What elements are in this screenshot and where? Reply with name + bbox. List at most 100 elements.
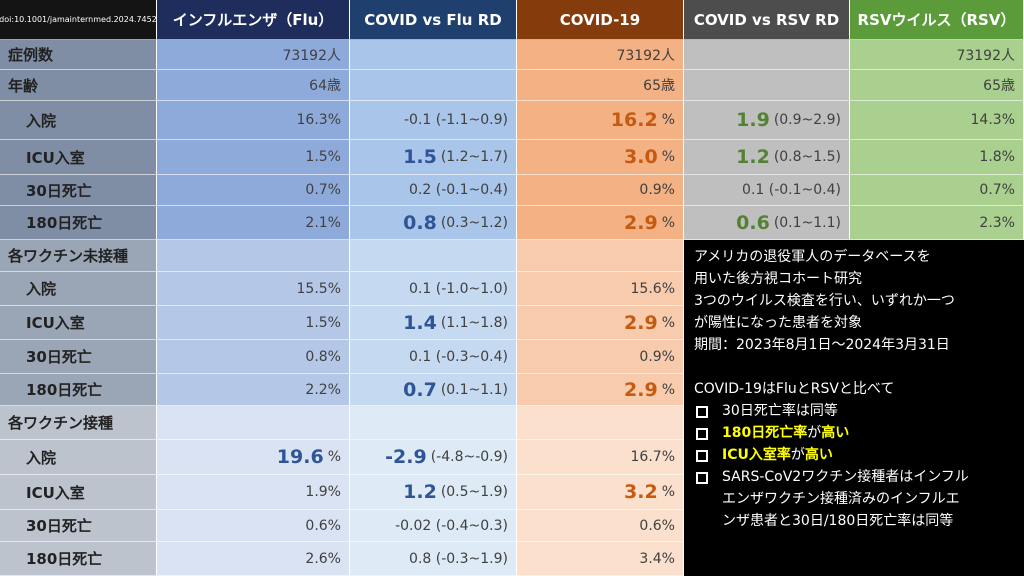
row-label-text: 入院 [26,448,57,467]
row-label-text: 30日死亡 [26,181,92,200]
cell-detail: (-4.8~-0.9) [430,449,508,465]
cell-emphasis: 2.9 [624,311,658,334]
cell: 73192人 [517,40,684,70]
row-label-text: 180日死亡 [26,214,103,232]
cell: 3.0% [517,140,684,175]
bullet-text: SARS-CoV2ワクチン接種者はインフル エンザワクチン接種済みのインフルエ ンザ… [722,466,969,532]
cell-value: 0.1 (-0.3~0.4) [409,348,508,365]
cell-value: 0.1 (-0.1~0.4) [742,182,841,198]
cell: 0.6% [517,510,684,542]
cell: 0.8 (-0.3~1.9) [350,542,517,576]
cell-emphasis: 0.8 [403,211,437,234]
cell-emphasis: 1.9 [736,109,770,131]
cell: 2.6% [157,542,350,576]
row-label: 180日死亡 [0,206,157,240]
note-bullet: ICU入室率が高い [694,444,1024,466]
note-line: 用いた後方視コホート研究 [694,268,1024,290]
cell: 15.5% [157,272,350,306]
note-text: が陽性になった患者を対象 [694,315,862,331]
bullet-part: エンザワクチン接種済みのインフルエ [722,491,960,507]
cell-emphasis: 1.2 [736,146,770,168]
cell-value: 1.9% [305,484,341,500]
note-text: 3つのウイルス検査を行い、いずれか一つ [694,293,955,309]
bullet-icon [696,450,708,462]
row-label-text: 症例数 [8,46,54,64]
cell-value: 16.3% [296,112,341,128]
row-label-text: 180日死亡 [26,550,103,568]
cell: 1.2 (0.5~1.9) [350,475,517,510]
row-label: 30日死亡 [0,340,157,374]
cell-value: 65歳 [983,78,1015,94]
note-bullet: 180日死亡率が高い [694,422,1024,444]
cell-value: 0.2 (-0.1~0.4) [409,182,508,198]
column-title: COVID-19 [559,10,641,29]
cell-detail: (0.8~1.5) [773,149,841,165]
bullet-part: ICU入室率 [722,447,791,463]
cell-emphasis: 19.6 [276,446,324,468]
cell-value: 0.6% [639,517,675,534]
cell: 16.7% [517,440,684,475]
row-label-text: ICU入室 [26,148,85,167]
bullet-icon [696,428,708,440]
cell-value: 0.8% [305,348,341,365]
row-label-text: 年齢 [8,76,39,95]
row-label-text: ICU入室 [26,483,85,502]
cell: 1.9 (0.9~2.9) [684,101,850,140]
cell: 0.7 (0.1~1.1) [350,374,517,406]
note-bullet: 30日死亡率は同等 [694,400,1024,422]
cell-emphasis: 0.6 [736,211,770,234]
note-bullet: SARS-CoV2ワクチン接種者はインフル エンザワクチン接種済みのインフルエ ンザ… [694,466,1024,532]
row-label-text: 入院 [26,111,57,130]
row-label-text: ICU入室 [26,314,85,332]
section-fill [157,240,350,272]
cell-value: 15.5% [296,280,341,297]
cell-value: -0.02 (-0.4~0.3) [395,517,508,534]
row-label: 入院 [0,440,157,475]
cell-value: 65歳 [643,78,675,94]
row-label: ICU入室 [0,140,157,175]
cell: 1.5% [157,140,350,175]
cell-value: 14.3% [970,112,1015,128]
cell-value: -0.1 (-1.1~0.9) [403,112,508,128]
cell: -2.9 (-4.8~-0.9) [350,440,517,475]
cell: 73192人 [850,40,1024,70]
row-label-text: 入院 [26,280,57,298]
column-title: COVID vs Flu RD [364,10,502,29]
column-header: RSVウイルス（RSV） [850,0,1024,40]
cell-value: 0.9% [639,348,675,365]
cell: -0.1 (-1.1~0.9) [350,101,517,140]
cell: 0.8% [157,340,350,374]
row-label: ICU入室 [0,306,157,340]
note-line: アメリカの退役軍人のデータベースを [694,246,1024,268]
cell: -0.02 (-0.4~0.3) [350,510,517,542]
cell-value: 1.5% [305,149,341,165]
row-label: 入院 [0,272,157,306]
cell-value: 64歳 [309,78,341,94]
cell: 14.3% [850,101,1024,140]
cell: 1.2 (0.8~1.5) [684,140,850,175]
note-line: が陽性になった患者を対象 [694,312,1024,334]
note-line: 期間：2023年8月1日～2024年3月31日 [694,334,1024,356]
cell-value: 16.7% [630,449,675,465]
column-title: COVID vs RSV RD [693,10,840,29]
section-title: 各ワクチン接種 [8,414,114,432]
cell: 65歳 [517,70,684,101]
row-label: 年齢 [0,70,157,101]
cell: 3.4% [517,542,684,576]
cell-value: 1.8% [979,149,1015,165]
note-text: 期間：2023年8月1日～2024年3月31日 [694,337,950,353]
cell-emphasis: 2.9 [624,378,658,401]
cell-value: 0.6% [305,517,341,534]
cell: 2.2% [157,374,350,406]
cell-value: 1.5% [305,314,341,331]
cell: 3.2% [517,475,684,510]
cell-emphasis: 1.4 [403,311,437,334]
cell: 1.9% [157,475,350,510]
cell: 15.6% [517,272,684,306]
cell: 0.1 (-1.0~1.0) [350,272,517,306]
cell-emphasis: -2.9 [385,446,427,468]
cell-emphasis: 0.7 [403,378,437,401]
cell: 0.7% [850,175,1024,206]
cell-value: 2.6% [305,550,341,567]
cell-detail: % [661,484,675,500]
